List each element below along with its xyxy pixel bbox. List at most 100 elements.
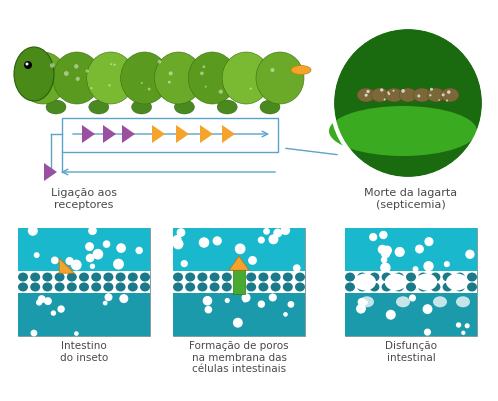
Ellipse shape: [270, 282, 280, 292]
Ellipse shape: [415, 273, 437, 290]
Ellipse shape: [91, 273, 101, 282]
Ellipse shape: [258, 282, 268, 292]
Circle shape: [28, 226, 38, 236]
Circle shape: [401, 89, 405, 93]
Ellipse shape: [128, 273, 138, 282]
Ellipse shape: [246, 273, 256, 282]
Circle shape: [108, 84, 111, 86]
Circle shape: [382, 245, 392, 255]
Circle shape: [135, 247, 143, 254]
Ellipse shape: [413, 88, 431, 102]
Circle shape: [88, 227, 97, 235]
Circle shape: [465, 323, 470, 328]
Circle shape: [430, 88, 433, 91]
Circle shape: [65, 257, 74, 265]
Circle shape: [444, 261, 450, 267]
Ellipse shape: [456, 296, 470, 307]
Circle shape: [233, 318, 243, 328]
Ellipse shape: [430, 282, 440, 292]
Ellipse shape: [131, 100, 151, 114]
Ellipse shape: [394, 282, 404, 292]
Bar: [18, 228, 150, 271]
Circle shape: [225, 298, 230, 303]
Circle shape: [203, 296, 212, 306]
Ellipse shape: [441, 88, 459, 102]
Circle shape: [380, 88, 383, 92]
Circle shape: [369, 233, 377, 241]
Circle shape: [248, 256, 257, 265]
Ellipse shape: [30, 282, 40, 292]
Circle shape: [116, 243, 126, 253]
Bar: [345, 271, 477, 293]
Ellipse shape: [381, 282, 391, 292]
Circle shape: [386, 310, 396, 320]
Circle shape: [383, 98, 385, 101]
Ellipse shape: [53, 52, 101, 104]
Ellipse shape: [89, 100, 109, 114]
Ellipse shape: [14, 47, 54, 101]
Circle shape: [287, 301, 294, 308]
Ellipse shape: [370, 273, 379, 282]
Circle shape: [213, 236, 222, 245]
Polygon shape: [200, 125, 213, 143]
Circle shape: [423, 261, 434, 271]
Ellipse shape: [381, 273, 391, 282]
Circle shape: [34, 252, 40, 258]
Circle shape: [90, 263, 95, 269]
Circle shape: [409, 294, 416, 302]
Circle shape: [205, 306, 212, 314]
Bar: [18, 228, 150, 336]
Ellipse shape: [406, 273, 416, 282]
Circle shape: [358, 298, 366, 306]
Ellipse shape: [427, 88, 445, 102]
Circle shape: [235, 243, 246, 254]
Ellipse shape: [197, 282, 207, 292]
Polygon shape: [152, 125, 165, 143]
Polygon shape: [44, 163, 57, 181]
Circle shape: [442, 93, 445, 96]
Ellipse shape: [222, 282, 232, 292]
Circle shape: [173, 239, 184, 249]
Circle shape: [415, 245, 424, 253]
Ellipse shape: [128, 282, 138, 292]
Circle shape: [387, 91, 389, 93]
Ellipse shape: [217, 100, 237, 114]
Ellipse shape: [79, 273, 89, 282]
Polygon shape: [82, 125, 95, 143]
Circle shape: [86, 69, 89, 73]
Ellipse shape: [234, 282, 244, 292]
Circle shape: [200, 71, 204, 75]
Text: Ligação aos
receptores: Ligação aos receptores: [51, 188, 117, 210]
Circle shape: [172, 235, 182, 244]
Ellipse shape: [443, 282, 453, 292]
Circle shape: [293, 264, 301, 272]
Polygon shape: [59, 258, 74, 273]
Circle shape: [91, 87, 93, 89]
Bar: [233, 270, 245, 294]
Ellipse shape: [210, 282, 220, 292]
Circle shape: [148, 88, 150, 91]
Bar: [345, 228, 477, 271]
Polygon shape: [103, 125, 116, 143]
Circle shape: [423, 304, 432, 314]
Ellipse shape: [79, 282, 89, 292]
Ellipse shape: [55, 273, 65, 282]
Ellipse shape: [210, 273, 220, 282]
Circle shape: [465, 250, 475, 259]
Ellipse shape: [234, 273, 244, 282]
Ellipse shape: [291, 65, 311, 75]
Circle shape: [381, 249, 390, 258]
Ellipse shape: [42, 282, 52, 292]
Ellipse shape: [174, 100, 194, 114]
Ellipse shape: [394, 273, 404, 282]
Bar: [173, 293, 305, 336]
Ellipse shape: [446, 273, 468, 290]
Circle shape: [413, 266, 418, 272]
Circle shape: [74, 64, 79, 69]
Bar: [18, 293, 150, 336]
Circle shape: [392, 90, 394, 92]
Circle shape: [177, 228, 185, 237]
Circle shape: [365, 93, 368, 97]
Ellipse shape: [173, 282, 183, 292]
Ellipse shape: [329, 106, 477, 156]
